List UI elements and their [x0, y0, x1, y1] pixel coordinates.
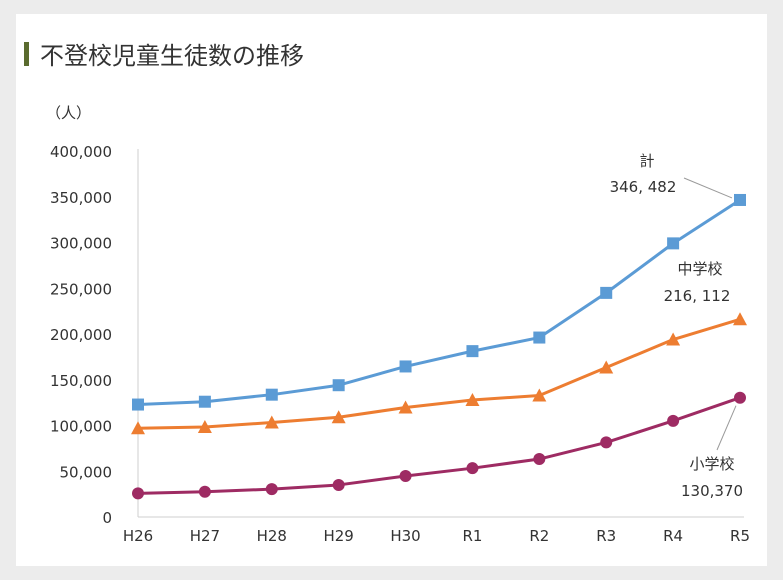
- annotation-junior-high-value: 216, 112: [664, 287, 731, 305]
- annotation-elementary-label: 小学校: [689, 455, 734, 473]
- y-tick-label: 400,000: [50, 143, 112, 161]
- data-point-triangle: [465, 392, 480, 406]
- x-tick-label: H28: [257, 527, 287, 545]
- data-point-triangle: [532, 388, 547, 402]
- series-square: [132, 193, 746, 411]
- x-tick-label: R3: [596, 527, 616, 545]
- x-tick-label: R5: [730, 527, 750, 545]
- x-tick-label: R1: [462, 527, 482, 545]
- data-point-square: [466, 345, 479, 358]
- data-point-triangle: [197, 419, 212, 433]
- page-title: 不登校児童生徒数の推移: [40, 42, 304, 70]
- y-tick-label: 150,000: [50, 372, 112, 390]
- y-tick-label: 350,000: [50, 189, 112, 207]
- data-point-square: [332, 379, 345, 392]
- x-tick-label: H26: [123, 527, 153, 545]
- y-axis-ticks: 400,000 350,000 300,000 250,000 200,000 150,0…: [50, 143, 112, 527]
- data-point-square: [399, 360, 412, 373]
- data-point-square: [265, 388, 278, 401]
- x-tick-label: R2: [529, 527, 549, 545]
- series-line: [137, 317, 741, 430]
- data-point-circle: [399, 469, 412, 482]
- data-point-triangle: [666, 332, 681, 346]
- annotation-elementary-value: 130,370: [681, 482, 743, 500]
- chart-card: [16, 14, 767, 566]
- x-tick-label: R4: [663, 527, 683, 545]
- y-tick-label: 200,000: [50, 326, 112, 344]
- x-axis-ticks: H26 H27 H28 H29 H30 R1 R2 R3 R4 R5: [123, 527, 750, 545]
- data-point-triangle: [264, 415, 279, 429]
- data-point-circle: [533, 453, 546, 466]
- y-tick-label: 50,000: [60, 463, 113, 481]
- data-point-triangle: [398, 400, 413, 414]
- x-tick-label: H29: [323, 527, 353, 545]
- x-tick-label: H27: [190, 527, 220, 545]
- data-point-circle: [466, 462, 479, 475]
- data-point-triangle: [331, 410, 346, 424]
- data-point-square: [734, 193, 746, 206]
- annotation-total-value: 346, 482: [610, 178, 677, 196]
- y-tick-label: 100,000: [50, 418, 112, 436]
- annotation-total-leader: [683, 177, 733, 199]
- series-line: [137, 396, 741, 495]
- series-group: [131, 193, 747, 500]
- data-point-square: [132, 398, 144, 411]
- data-point-circle: [132, 487, 144, 500]
- series-line: [137, 198, 741, 407]
- title-accent-bar: [24, 42, 29, 66]
- data-point-circle: [600, 436, 613, 449]
- annotation-total-label: 計: [639, 152, 654, 170]
- data-point-circle: [198, 485, 211, 498]
- data-point-circle: [265, 483, 278, 496]
- data-point-square: [600, 286, 613, 299]
- axes: [137, 149, 744, 518]
- data-point-square: [533, 331, 546, 344]
- data-point-square: [667, 237, 680, 250]
- annotation-elementary-leader: [716, 405, 737, 451]
- y-tick-label: 0: [102, 509, 112, 527]
- annotation-junior-high-label: 中学校: [677, 260, 722, 278]
- y-tick-label: 300,000: [50, 235, 112, 253]
- data-point-triangle: [733, 312, 747, 326]
- x-tick-label: H30: [390, 527, 420, 545]
- data-point-triangle: [131, 421, 145, 435]
- annotations: 計 346, 482 中学校 216, 112 小学校 130,370: [610, 152, 743, 500]
- data-point-circle: [667, 414, 680, 427]
- y-tick-label: 250,000: [50, 280, 112, 298]
- data-point-triangle: [599, 360, 614, 374]
- series-circle: [132, 391, 746, 500]
- data-point-circle: [734, 391, 746, 404]
- data-point-square: [198, 395, 211, 408]
- data-point-circle: [332, 478, 345, 491]
- series-triangle: [131, 312, 747, 435]
- y-axis-unit-label: （人）: [46, 104, 91, 122]
